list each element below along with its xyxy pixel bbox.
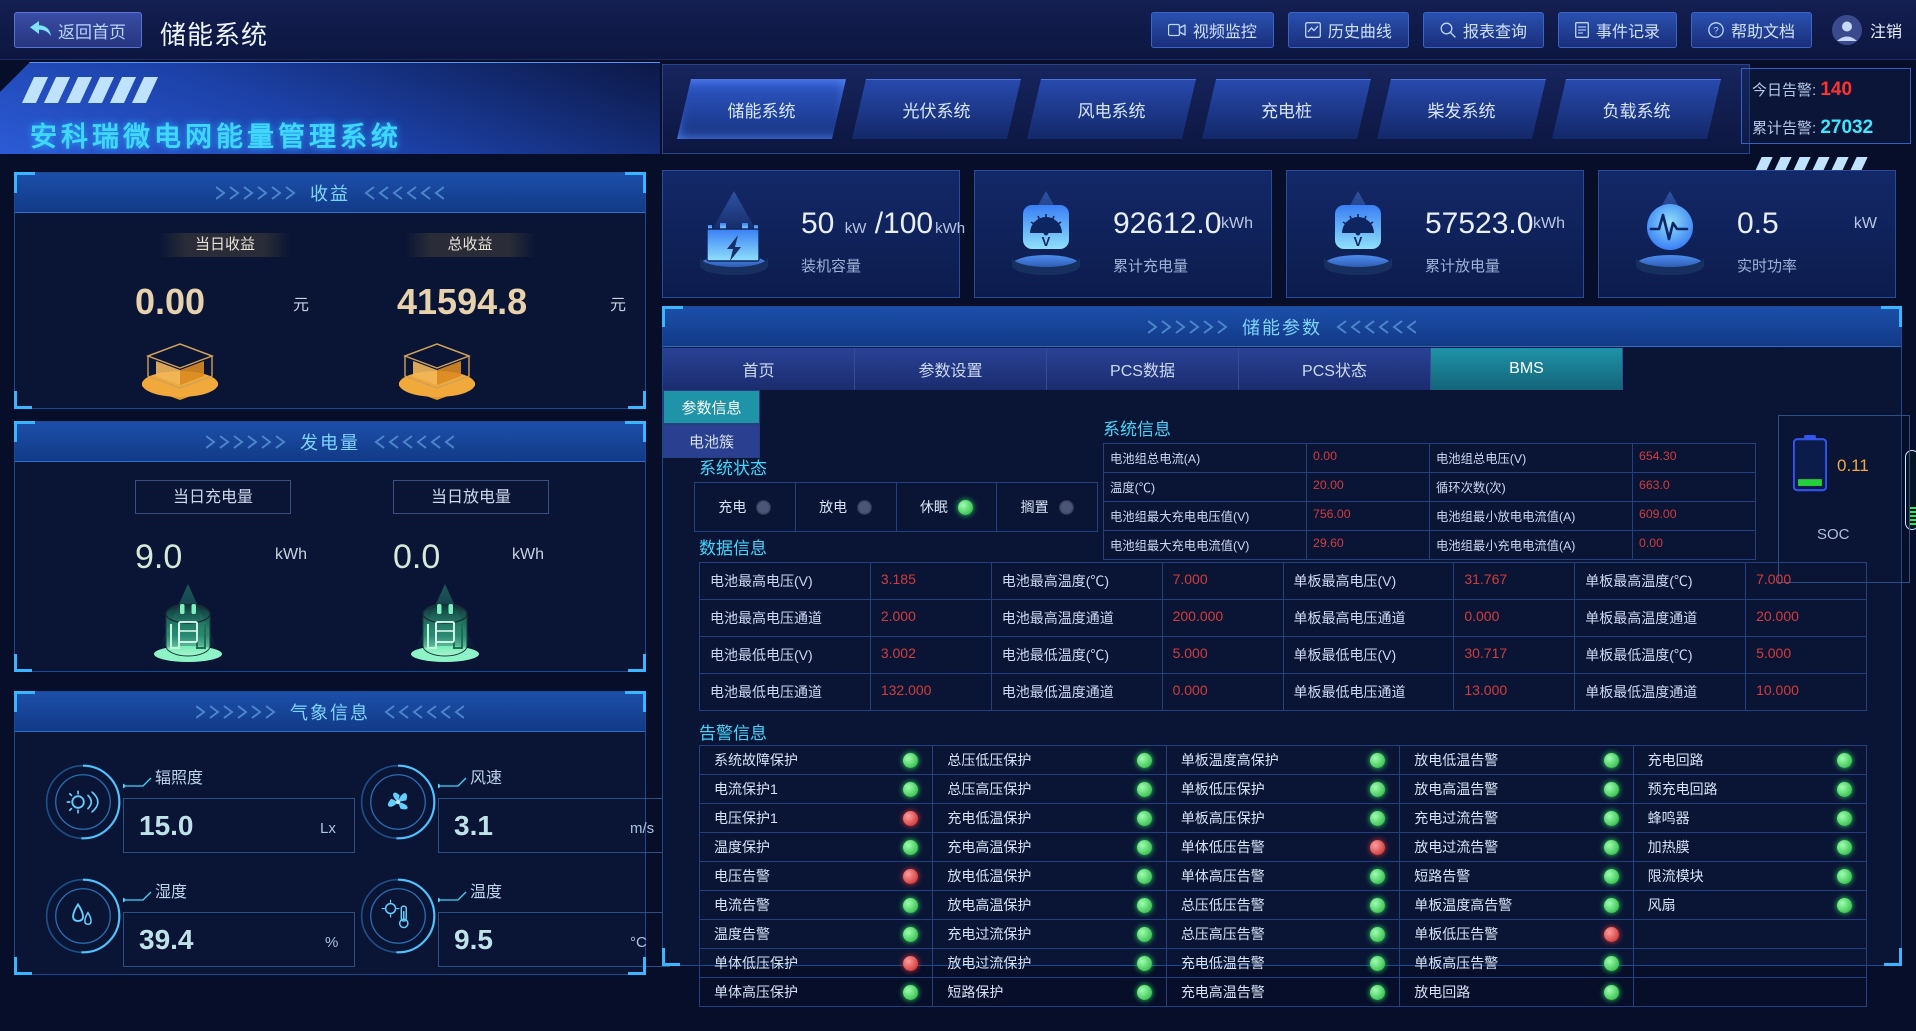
svg-text:V: V xyxy=(1354,234,1363,249)
svg-text:V: V xyxy=(1042,234,1051,249)
svg-text:?: ? xyxy=(1713,26,1718,37)
